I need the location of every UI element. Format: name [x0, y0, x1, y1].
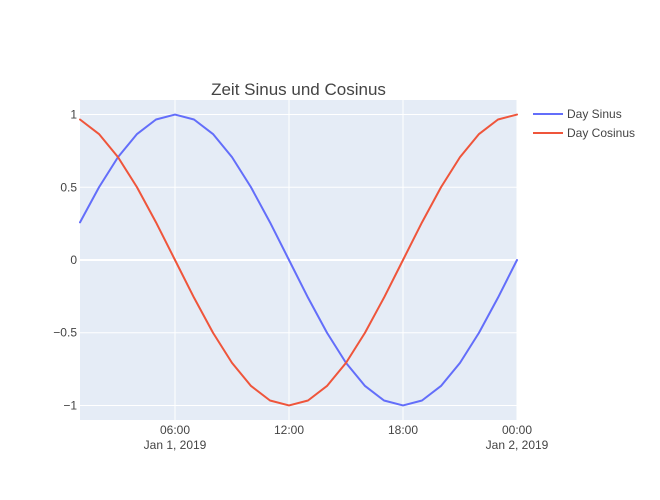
y-tick-label: 0.5: [60, 180, 77, 194]
x-tick-label: 06:00: [160, 423, 190, 437]
series-lines: [79, 113, 518, 407]
y-tick-label: −0.5: [53, 326, 77, 340]
x-tick-label: 18:00: [388, 423, 418, 437]
x-tick-sublabel: Jan 1, 2019: [144, 438, 207, 452]
legend-item-day-sinus[interactable]: Day Sinus: [533, 107, 622, 121]
chart-title: Zeit Sinus und Cosinus: [211, 80, 386, 99]
legend-label: Day Cosinus: [567, 126, 635, 140]
y-tick-label: −1: [63, 398, 77, 412]
legend[interactable]: Day Sinus Day Cosinus: [533, 107, 635, 140]
series-line-day-sinus: [79, 113, 518, 407]
x-tick-label: 00:00: [502, 423, 532, 437]
y-tick-label: 1: [70, 108, 77, 122]
x-tick-label: 12:00: [274, 423, 304, 437]
legend-item-day-cosinus[interactable]: Day Cosinus: [533, 126, 635, 140]
series-line-day-cosinus: [79, 113, 518, 407]
y-tick-label: 0: [70, 253, 77, 267]
legend-label: Day Sinus: [567, 107, 622, 121]
x-tick-sublabel: Jan 2, 2019: [486, 438, 549, 452]
